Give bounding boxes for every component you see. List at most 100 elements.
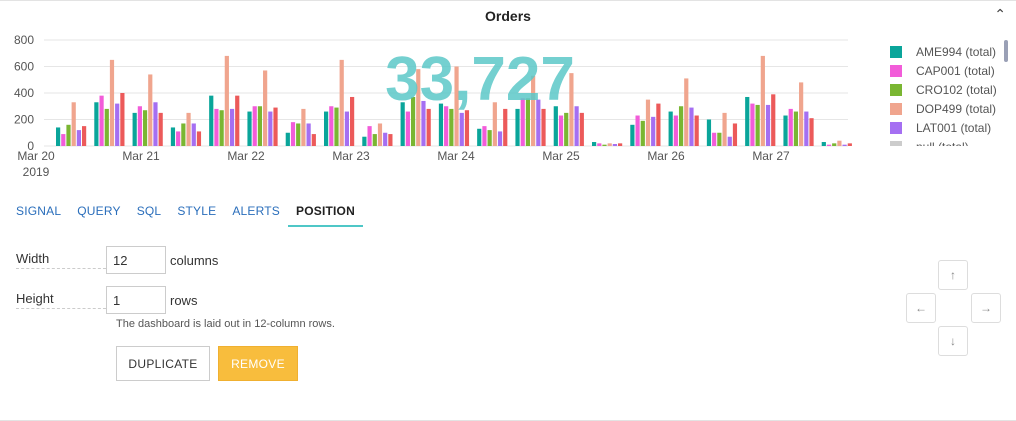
bar [181, 123, 186, 146]
bar [454, 66, 459, 146]
legend-item[interactable]: DOP499 (total) [884, 99, 1004, 118]
bar [717, 132, 722, 146]
bar [531, 75, 536, 146]
bar [142, 110, 148, 146]
bar [104, 108, 109, 146]
bar [618, 143, 623, 146]
bar [497, 131, 503, 146]
legend-swatch [890, 102, 902, 115]
height-input[interactable] [106, 286, 166, 314]
legend-label: LAT001 (total) [916, 120, 992, 135]
bar [229, 108, 235, 146]
bar [847, 143, 852, 146]
x-tick-year: 2019 [23, 165, 50, 179]
bar [176, 131, 181, 146]
bar [76, 130, 81, 146]
bar [148, 74, 153, 146]
bar [71, 102, 76, 146]
bar [273, 107, 278, 146]
bar [597, 143, 602, 146]
duplicate-button[interactable]: DUPLICATE [116, 346, 210, 381]
bar [706, 119, 712, 146]
bar [694, 115, 699, 146]
bar [334, 107, 339, 146]
bar [137, 106, 142, 146]
tab-sql[interactable]: SQL [136, 204, 162, 218]
bar [416, 69, 421, 146]
bar [99, 95, 104, 146]
legend-item[interactable]: CAP001 (total) [884, 61, 1004, 80]
bar [252, 106, 257, 146]
bar [760, 55, 765, 146]
width-input[interactable] [106, 246, 166, 274]
x-tick-label: Mar 24 [437, 149, 475, 163]
bar [132, 112, 137, 146]
bar [755, 104, 760, 146]
bar [459, 112, 464, 146]
bar [520, 98, 525, 146]
legend-swatch [890, 45, 902, 58]
tab-signal[interactable]: SIGNAL [16, 204, 62, 218]
orders-chart: 0 200 400 600 800 33,727 Mar 20 Mar 21 Mar 22 Mar… [14, 33, 852, 179]
height-row: Height rows [16, 286, 197, 314]
chevron-up-icon[interactable]: ⌃ [994, 6, 1006, 22]
arrow-right-icon[interactable]: → [971, 293, 1001, 323]
bar [362, 136, 367, 146]
bar [56, 127, 61, 146]
x-tick-label: Mar 27 [752, 149, 790, 163]
layout-hint: The dashboard is laid out in 12-column r… [116, 318, 335, 330]
tab-style[interactable]: STYLE [177, 204, 217, 218]
bar [61, 134, 66, 146]
editor-tabs: SIGNAL QUERY SQL STYLE ALERTS POSITION [8, 196, 363, 227]
bar [727, 136, 732, 146]
remove-button[interactable]: REMOVE [218, 346, 298, 381]
y-tick-label: 0 [27, 139, 34, 153]
bar [579, 112, 584, 146]
bar [224, 55, 229, 146]
x-tick-label: Mar 22 [227, 149, 265, 163]
arrow-down-icon[interactable]: ↓ [938, 326, 968, 356]
legend-item[interactable]: LAT001 (total) [884, 118, 1004, 137]
bar [257, 106, 263, 146]
bar [525, 98, 531, 146]
arrow-left-icon[interactable]: ← [906, 293, 936, 323]
bar [400, 102, 405, 146]
legend-item[interactable]: CRO102 (total) [884, 80, 1004, 99]
x-tick-label: Mar 26 [647, 149, 685, 163]
bar [809, 118, 814, 146]
tab-position[interactable]: POSITION [288, 196, 363, 227]
bar [115, 103, 120, 146]
bar [732, 123, 738, 146]
bar [388, 134, 393, 146]
tab-alerts[interactable]: ALERTS [232, 204, 280, 218]
legend-swatch [890, 83, 902, 96]
bar [503, 108, 508, 146]
bar [602, 144, 607, 146]
tab-query[interactable]: QUERY [77, 204, 121, 218]
legend-label: CRO102 (total) [916, 82, 997, 97]
bar [324, 111, 329, 146]
bar [541, 108, 546, 146]
bar [191, 123, 196, 146]
bar [722, 112, 727, 146]
bar [678, 106, 684, 146]
big-number: 33,727 [385, 45, 575, 114]
legend-scrollbar[interactable] [1004, 40, 1008, 62]
arrow-up-icon[interactable]: ↑ [938, 260, 968, 290]
legend-label: CAP001 (total) [916, 63, 995, 78]
bar [826, 144, 832, 146]
legend-swatch [890, 140, 902, 146]
bar [574, 106, 579, 146]
bar [383, 132, 388, 146]
bar [66, 124, 71, 146]
bar [842, 144, 847, 146]
x-tick-label: Mar 20 [17, 149, 55, 163]
legend-item[interactable]: null (total) [884, 137, 1004, 146]
bar [635, 115, 640, 146]
bar [558, 115, 564, 146]
bar [214, 108, 219, 146]
legend-item[interactable]: AME994 (total) [884, 42, 1004, 61]
bar [712, 132, 717, 146]
bar [153, 102, 158, 146]
bar [367, 126, 372, 146]
